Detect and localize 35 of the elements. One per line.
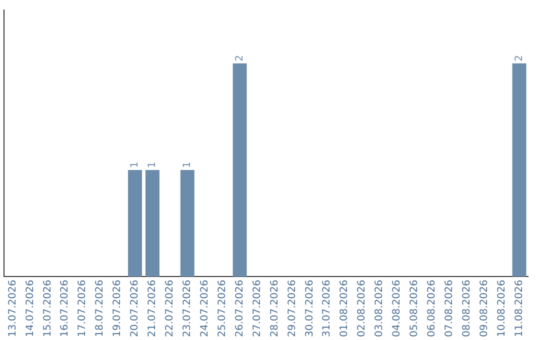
x-tick-label: 24.07.2026 [199,280,210,338]
data-label: 2 [514,54,525,62]
x-tick-label: 22.07.2026 [164,280,176,338]
x-tick-label: 09.08.2026 [478,280,490,338]
x-tick-label: 19.07.2026 [112,280,124,338]
x-tick-label: 18.07.2026 [94,280,106,338]
x-tick-label: 06.08.2026 [426,280,438,338]
x-tick-label: 01.08.2026 [339,280,350,338]
data-label: 1 [147,162,158,168]
x-tick-label: 02.08.2026 [356,280,368,338]
x-tick-label: 07.08.2026 [444,280,455,338]
x-tick-label: 28.07.2026 [269,280,280,338]
data-label: 2 [234,54,246,62]
x-tick-label: 08.08.2026 [461,280,472,338]
x-tick-label: 20.07.2026 [130,280,141,338]
x-tick-label: 23.07.2026 [182,280,193,338]
x-tick-label: 25.07.2026 [216,280,228,338]
x-tick-label: 16.07.2026 [60,280,71,338]
x-tick-label: 17.07.2026 [77,280,88,338]
x-tick-label: 30.07.2026 [304,280,316,338]
x-tick-label: 03.08.2026 [374,280,386,338]
x-tick-label: 05.08.2026 [409,280,420,338]
x-tick-label: 11.08.2026 [514,280,525,338]
x-tick-label: 14.07.2026 [24,280,36,338]
x-tick-label: 13.07.2026 [7,280,18,338]
data-label: 1 [182,162,193,168]
data-label: 1 [130,162,141,168]
x-tick-label: 31.07.2026 [322,280,333,338]
x-tick-label: 21.07.2026 [147,280,158,338]
x-tick-label: 27.07.2026 [252,280,263,338]
x-tick-label: 26.07.2026 [234,280,246,338]
x-tick-label: 04.08.2026 [392,280,403,338]
x-tick-label: 29.07.2026 [286,280,298,338]
x-tick-label: 15.07.2026 [42,280,54,338]
x-tick-label: 10.08.2026 [496,280,508,338]
